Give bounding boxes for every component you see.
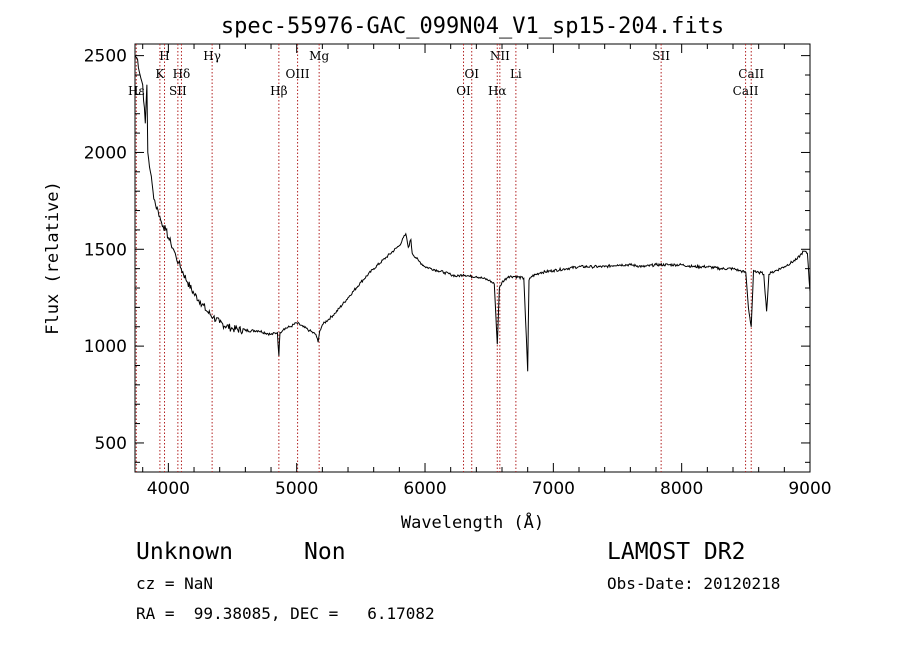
x-tick-label: 9000 (788, 479, 831, 499)
x-tick-label: 4000 (147, 479, 190, 499)
line-label: CaII (733, 84, 759, 98)
line-label: SII (652, 49, 670, 63)
x-tick-label: 7000 (532, 479, 575, 499)
redshift-cz: cz = NaN (136, 574, 214, 593)
y-tick-label: 1500 (84, 240, 127, 260)
line-label: SII (169, 84, 187, 98)
x-axis-label: Wavelength (Å) (401, 511, 544, 533)
y-tick-label: 1000 (84, 337, 127, 357)
y-tick-label: 2500 (84, 47, 127, 67)
line-label: Li (510, 67, 522, 81)
plot-frame (134, 43, 811, 473)
spectrum-line (134, 55, 811, 372)
x-tick-label: 5000 (275, 479, 318, 499)
observation-date: Obs-Date: 20120218 (607, 574, 781, 593)
line-label: NII (490, 49, 510, 63)
object-subclass: Non (304, 539, 346, 565)
line-label: Hα (488, 84, 507, 98)
line-label: H (159, 49, 169, 63)
line-label: Mg (309, 49, 329, 63)
line-label: K (155, 67, 165, 81)
y-tick-label: 2000 (84, 143, 127, 163)
y-axis-label: Flux (relative) (43, 181, 63, 335)
x-tick-label: 8000 (660, 479, 703, 499)
y-tick-label: 500 (95, 434, 127, 454)
coordinates: RA = 99.38085, DEC = 6.17082 (136, 604, 435, 623)
line-label: Hδ (173, 67, 191, 81)
line-label: CaII (738, 67, 764, 81)
object-class: Unknown (136, 539, 233, 565)
line-label: Hε (128, 84, 145, 98)
line-label: OIII (286, 67, 310, 81)
x-tick-label: 6000 (403, 479, 446, 499)
line-label: Hγ (203, 49, 221, 63)
line-label: Hβ (270, 84, 287, 98)
line-label: OI (456, 84, 471, 98)
survey-name: LAMOST DR2 (607, 539, 746, 565)
chart-title: spec-55976-GAC_099N04_V1_sp15-204.fits (221, 14, 724, 39)
line-label: OI (464, 67, 479, 81)
